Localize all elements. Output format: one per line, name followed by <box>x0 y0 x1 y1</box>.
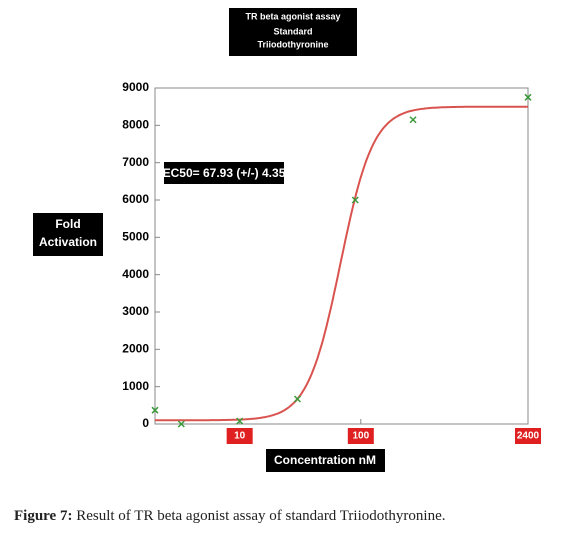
chart: TR beta agonist assay Standard Triiodoth… <box>33 8 541 472</box>
y-axis-label: Fold <box>55 217 80 231</box>
y-axis-label: Activation <box>39 235 97 249</box>
caption: Figure 7: Result of TR beta agonist assa… <box>14 508 559 525</box>
data-point <box>293 395 301 403</box>
x-tick-label: 100 <box>352 431 369 442</box>
y-tick-label: 0 <box>142 416 149 430</box>
caption-label: Figure 7: <box>14 508 73 524</box>
data-point <box>524 93 532 101</box>
caption-text: Result of TR beta agonist assay of stand… <box>76 508 446 524</box>
annotation: EC50= 67.93 (+/-) 4.35 <box>163 166 286 180</box>
y-tick-label: 3000 <box>122 304 149 318</box>
y-tick-label: 7000 <box>122 155 149 169</box>
chart-title: Triiodothyronine <box>258 39 329 49</box>
y-tick-label: 2000 <box>122 342 149 356</box>
y-tick-label: 9000 <box>122 80 149 94</box>
data-point <box>151 406 159 414</box>
chart-title: Standard <box>273 26 312 36</box>
data-point <box>351 196 359 204</box>
y-tick-label: 1000 <box>122 379 149 393</box>
y-tick-label: 4000 <box>122 267 149 281</box>
x-tick-box <box>226 428 253 444</box>
y-tick-label: 5000 <box>122 230 149 244</box>
y-label-box <box>33 213 103 256</box>
data-point <box>236 417 244 425</box>
x-tick-box <box>347 428 374 444</box>
x-tick-label: 10 <box>234 431 246 442</box>
x-label-box <box>266 449 385 472</box>
fit-curve <box>155 105 528 422</box>
x-tick-box <box>515 428 541 444</box>
data-point <box>177 420 185 428</box>
y-tick-label: 6000 <box>122 192 149 206</box>
title-box <box>229 8 357 56</box>
plot-frame <box>154 87 529 425</box>
data-point <box>409 116 417 124</box>
y-tick-label: 8000 <box>122 118 149 132</box>
x-axis-label: Concentration nM <box>274 453 376 467</box>
x-tick-label: 2400 <box>517 431 540 442</box>
chart-title: TR beta agonist assay <box>245 11 340 21</box>
annotation-box <box>164 162 284 184</box>
